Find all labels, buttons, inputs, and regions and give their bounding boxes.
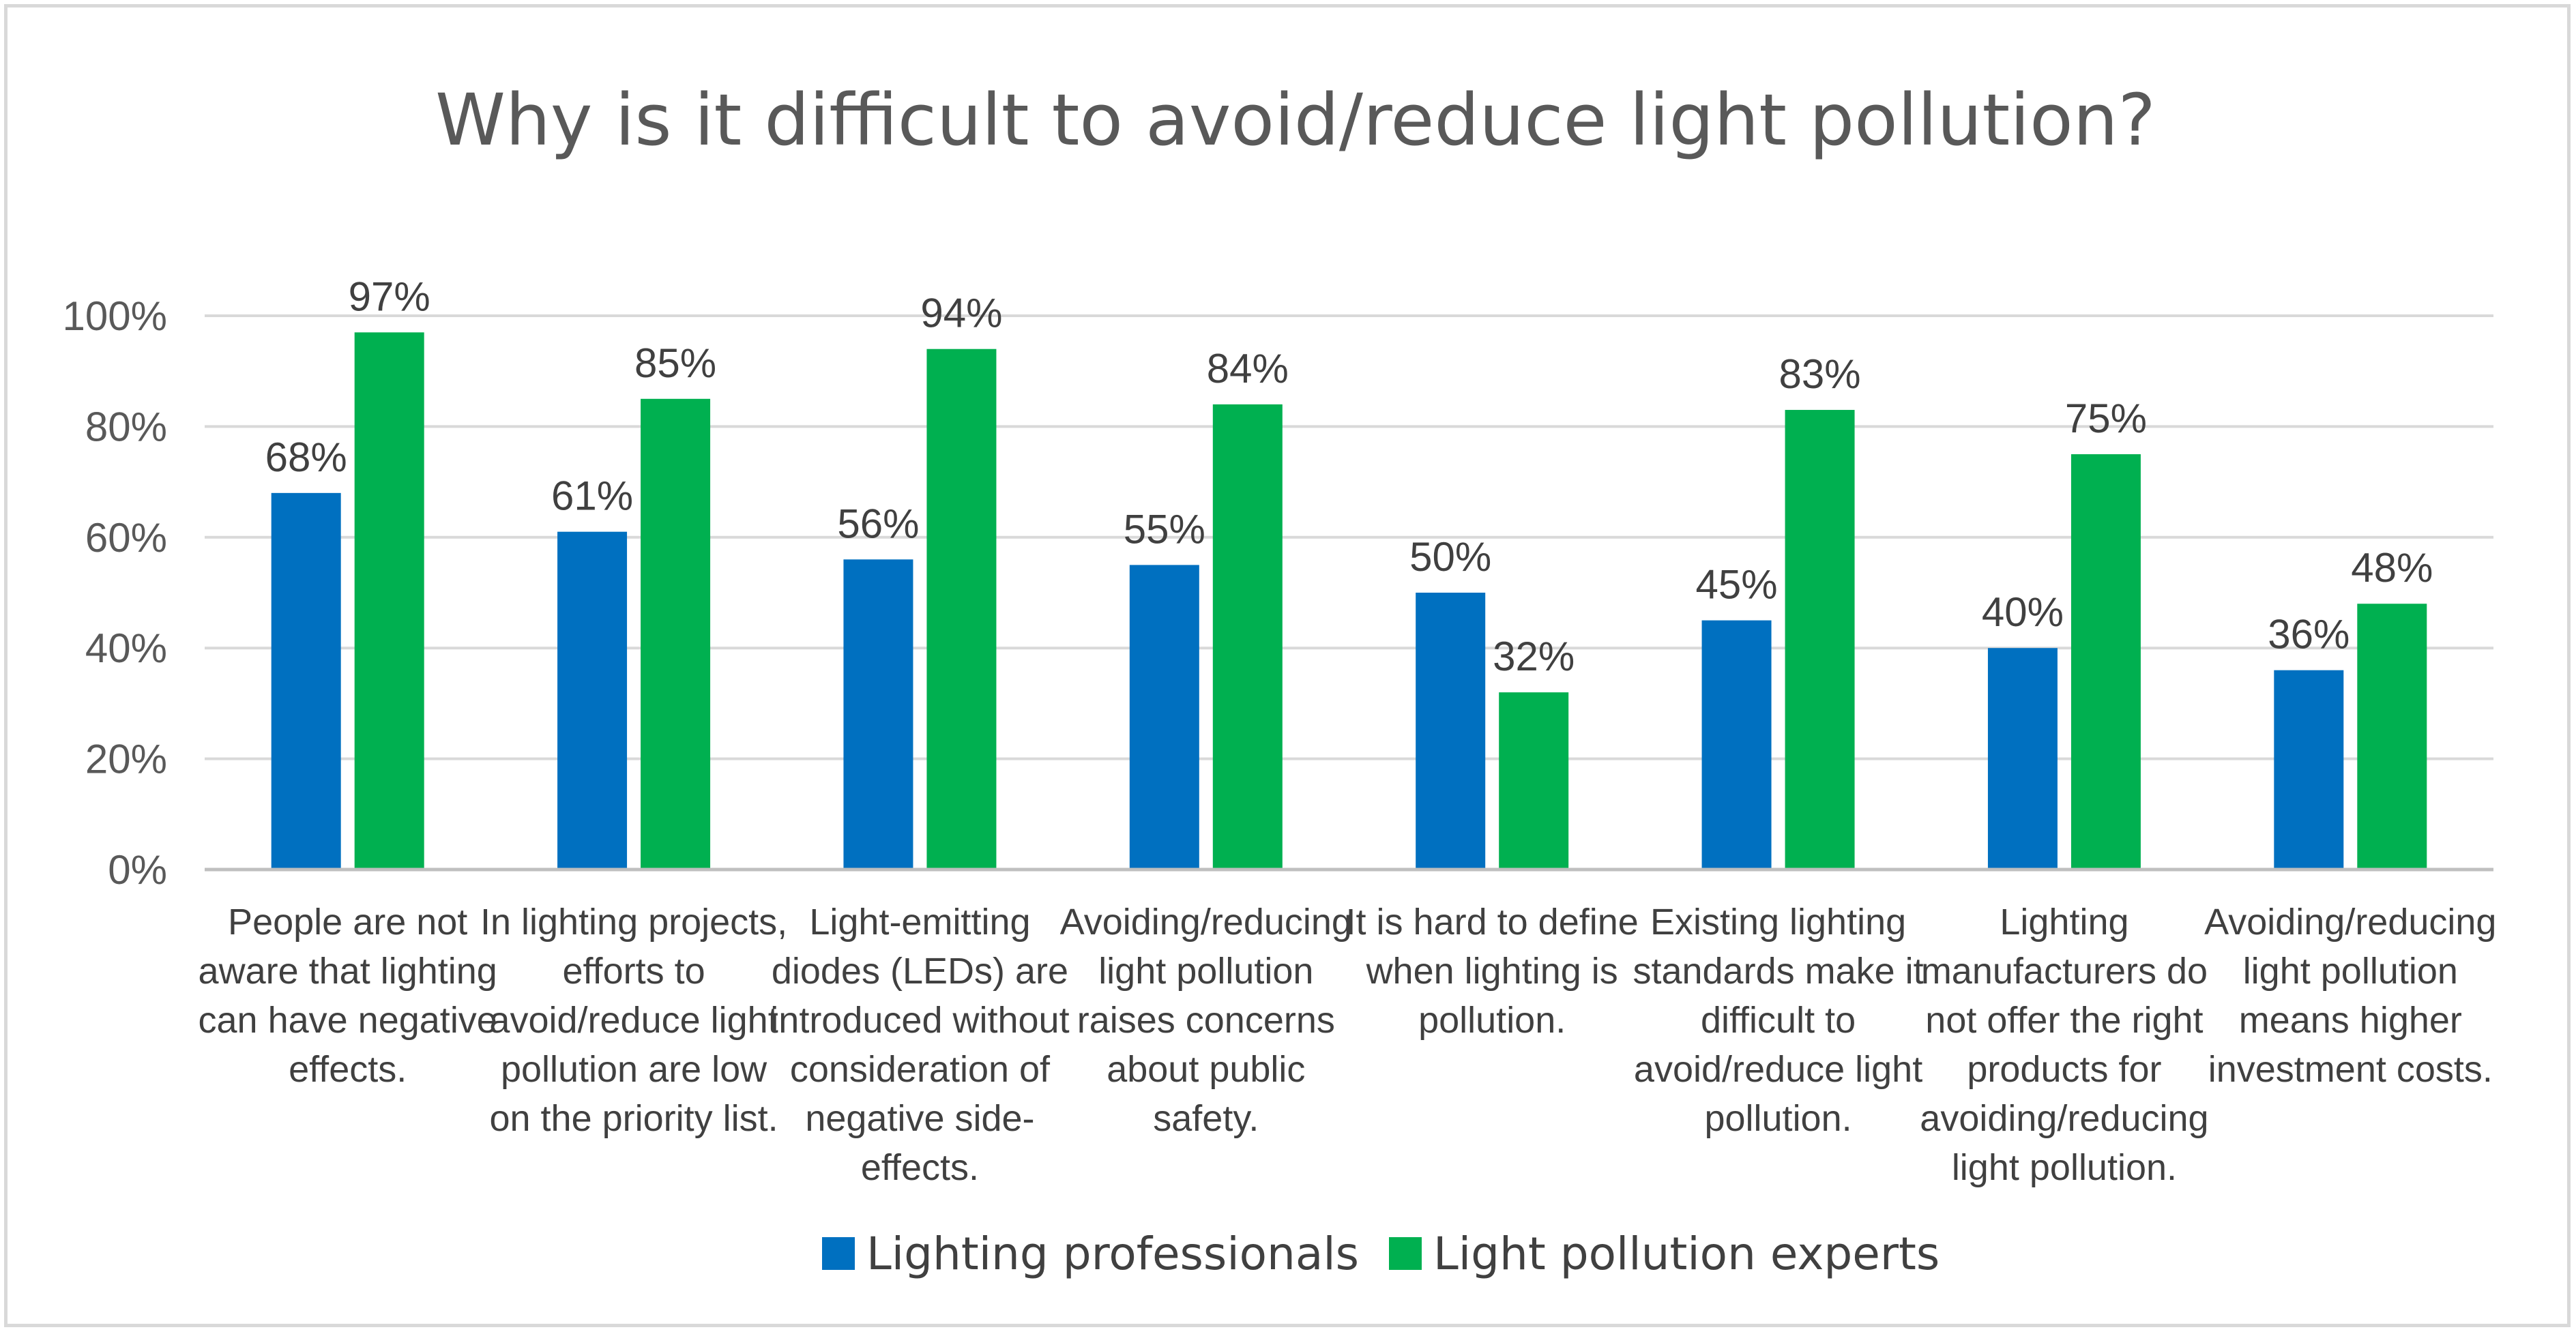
category-label: It is hard to define when lighting is poll… [1346, 902, 1639, 1041]
category-label-line: avoiding/reducing [1920, 1098, 2208, 1139]
legend-swatch-lighting-professionals [822, 1237, 855, 1270]
y-tick-label: 40% [85, 625, 167, 671]
bar-light-pollution-experts [1499, 692, 1569, 870]
category-label-line: difficult to [1701, 1000, 1856, 1041]
bar-lighting-professionals [271, 492, 341, 870]
category-label-line: efforts to [563, 951, 705, 992]
bar-light-pollution-experts [1785, 410, 1855, 870]
bar-lighting-professionals [557, 531, 628, 870]
category-label: People are not aware that lighting can hav… [199, 902, 497, 1090]
data-label: 48% [2351, 545, 2433, 591]
data-label: 45% [1696, 562, 1778, 608]
data-label: 94% [920, 291, 1002, 336]
category-label-line: not offer the right [1925, 1000, 2203, 1041]
legend-swatch-light-pollution-experts [1389, 1237, 1422, 1270]
category-label-line: effects. [861, 1147, 979, 1188]
legend-label-lighting-professionals: Lighting professionals [866, 1228, 1359, 1280]
bar-lighting-professionals [1987, 648, 2058, 870]
data-label: 56% [837, 501, 919, 546]
chart-frame [4, 4, 2571, 1327]
data-label: 75% [2065, 396, 2147, 441]
category-label-line: light pollution [2243, 951, 2458, 992]
y-axis-tick-labels: 0% 20% 40% 60% 80% 100% [63, 293, 167, 893]
category-label-line: raises concerns [1077, 1000, 1335, 1041]
y-tick-label: 20% [85, 737, 167, 782]
category-label-line: Avoiding/reducing [2204, 902, 2496, 943]
y-tick-label: 0% [108, 847, 167, 893]
bar-lighting-professionals [2274, 670, 2344, 870]
category-label: Existing lighting standards make it diffic… [1633, 902, 1923, 1139]
category-label-line: In lighting projects, [480, 902, 787, 943]
y-tick-label: 100% [63, 293, 167, 339]
category-label-line: standards make it [1633, 951, 1923, 992]
data-label: 85% [634, 340, 716, 386]
data-label: 40% [1982, 589, 2064, 635]
y-tick-label: 80% [85, 404, 167, 449]
category-label-line: Light-emitting [809, 902, 1030, 943]
category-label: Avoiding/reducing light pollution raises c… [1060, 902, 1352, 1139]
category-label-line: when lighting is [1366, 951, 1618, 992]
category-label-line: avoid/reduce light [489, 1000, 778, 1041]
category-label: Avoiding/reducing light pollution means hi… [2204, 902, 2496, 1090]
category-label-line: means higher [2239, 1000, 2462, 1041]
legend: Lighting professionals Light pollution ex… [822, 1228, 1940, 1280]
category-label-line: aware that lighting [199, 951, 497, 992]
category-label-line: light pollution. [1952, 1147, 2177, 1188]
category-label-line: Avoiding/reducing [1060, 902, 1352, 943]
data-label: 83% [1779, 351, 1861, 397]
category-label-line: products for [1967, 1049, 2161, 1090]
category-label-line: introduced without [770, 1000, 1069, 1041]
bar-lighting-professionals [1701, 620, 1772, 870]
category-label-line: diodes (LEDs) are [772, 951, 1068, 992]
category-label-line: negative side- [805, 1098, 1034, 1139]
bar-light-pollution-experts [1212, 404, 1283, 870]
category-label-line: pollution. [1418, 1000, 1566, 1041]
category-label-line: effects. [289, 1049, 407, 1090]
bar-lighting-professionals [1416, 593, 1486, 870]
category-label: In lighting projects, efforts to avoid/red… [480, 902, 787, 1139]
bar-light-pollution-experts [354, 332, 424, 870]
bar-light-pollution-experts [926, 349, 997, 870]
category-label-line: about public [1107, 1049, 1305, 1090]
legend-label-light-pollution-experts: Light pollution experts [1433, 1228, 1940, 1280]
data-label: 84% [1207, 346, 1289, 391]
data-label: 32% [1493, 634, 1575, 679]
category-label-line: light pollution [1098, 951, 1313, 992]
category-label-line: on the priority list. [489, 1098, 778, 1139]
bar-light-pollution-experts [641, 398, 711, 870]
category-label-line: It is hard to define [1346, 902, 1639, 943]
category-label: Lighting manufacturers do not offer the ri… [1920, 902, 2208, 1188]
y-tick-label: 60% [85, 515, 167, 561]
data-label: 97% [349, 273, 430, 319]
category-label-line: People are not [228, 902, 467, 943]
data-label: 68% [265, 434, 347, 480]
bar-lighting-professionals [1129, 565, 1199, 870]
category-label-line: can have negative [199, 1000, 497, 1041]
category-label-line: consideration of [790, 1049, 1051, 1090]
bars [271, 332, 2427, 870]
bar-lighting-professionals [843, 559, 913, 870]
data-label: 55% [1124, 506, 1205, 552]
bar-light-pollution-experts [2070, 454, 2141, 870]
chart-title: Why is it difficult to avoid/reduce ligh… [435, 78, 2156, 162]
category-label-line: investment costs. [2208, 1049, 2493, 1090]
data-label: 36% [2268, 612, 2350, 657]
gridlines [205, 314, 2493, 760]
category-label-line: safety. [1153, 1098, 1259, 1139]
bar-light-pollution-experts [2357, 604, 2427, 870]
data-label: 50% [1409, 534, 1491, 580]
category-label: Light-emitting diodes (LEDs) are introduce… [770, 902, 1069, 1188]
data-labels: 68% 97% 61% 85% 56% 94% 55% 84% 50% 32% 45% 83% 40% 7… [265, 273, 2433, 679]
data-label: 61% [551, 473, 633, 519]
category-labels: People are not aware that lighting can hav… [199, 902, 2497, 1188]
category-label-line: Existing lighting [1650, 902, 1906, 943]
category-label-line: Lighting [2000, 902, 2128, 943]
category-label-line: pollution are low [501, 1049, 767, 1090]
category-label-line: pollution. [1704, 1098, 1852, 1139]
category-label-line: manufacturers do [1921, 951, 2208, 992]
category-label-line: avoid/reduce light [1634, 1049, 1922, 1090]
